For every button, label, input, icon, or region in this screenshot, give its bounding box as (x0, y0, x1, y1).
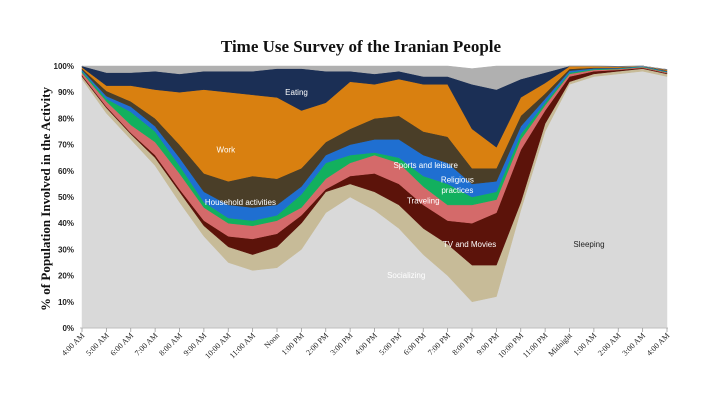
area-label-eating: Eating (285, 88, 308, 97)
y-tick-label: 20% (58, 272, 74, 281)
x-tick-label: 4:00 PM (353, 331, 379, 357)
x-tick-label: 1:00 AM (572, 331, 599, 358)
x-tick-label: 11:00 PM (521, 331, 550, 360)
x-tick-label: 3:00 AM (620, 331, 647, 358)
x-tick-label: 5:00 AM (84, 331, 111, 358)
area-label-practices: practices (441, 186, 473, 195)
x-tick-label: 4:00 AM (60, 331, 87, 358)
y-tick-label: 90% (58, 88, 74, 97)
y-tick-label: 10% (58, 298, 74, 307)
x-tick-label: 2:00 AM (596, 331, 623, 358)
y-tick-label: 80% (58, 114, 74, 123)
x-tick-label: 4:00 AM (645, 331, 672, 358)
area-labels: Eating Work Household activities Sports and… (205, 88, 605, 280)
area-other (81, 65, 668, 90)
x-tick-label: 3:00 PM (329, 331, 355, 357)
x-tick-label: 2:00 PM (304, 331, 330, 357)
chart-title: Time Use Survey of the Iranian People (220, 37, 502, 56)
x-tick-labels: 4:00 AM5:00 AM6:00 AM7:00 AM8:00 AM9:00 … (60, 328, 672, 361)
y-tick-label: 70% (58, 141, 74, 150)
area-label-sleeping: Sleeping (573, 240, 604, 249)
area-label-household-activities: Household activities (205, 198, 276, 207)
y-tick-label: 40% (58, 219, 74, 228)
area-layer (81, 65, 668, 329)
x-tick-label: 7:00 PM (426, 331, 452, 357)
x-tick-label: 8:00 PM (450, 331, 476, 357)
x-tick-label: 7:00 AM (133, 331, 160, 358)
area-label-tv-and-movies: TV and Movies (443, 240, 496, 249)
x-tick-label: 1:00 PM (280, 331, 306, 357)
y-tick-label: 50% (58, 193, 74, 202)
y-tick-labels: 0% 10% 20% 30% 40% 50% 60% 70% 80% 90% 100% (54, 62, 74, 333)
x-tick-label: 11:00 AM (228, 331, 257, 360)
x-tick-label: Midnight (546, 331, 574, 359)
x-tick-label: 8:00 AM (157, 331, 184, 358)
x-tick-label: Noon (262, 331, 281, 350)
x-tick-label: 6:00 PM (402, 331, 428, 357)
x-tick-label: 6:00 AM (109, 331, 136, 358)
y-axis-label: % of Population Involved in the Activity (38, 87, 53, 311)
x-tick-label: 10:00 PM (496, 331, 525, 360)
area-label-work: Work (217, 145, 237, 154)
area-label-sports-and-leisure: Sports and leisure (393, 161, 458, 170)
y-tick-label: 30% (58, 245, 74, 254)
y-tick-label: 100% (54, 62, 74, 71)
y-tick-label: 60% (58, 167, 74, 176)
x-tick-label: 10:00 AM (203, 331, 232, 360)
area-label-traveling: Traveling (407, 197, 440, 206)
y-tick-label: 0% (62, 324, 74, 333)
area-label-religious: Religious (441, 176, 474, 185)
area-label-socializing: Socializing (387, 271, 425, 280)
x-tick-label: 5:00 PM (377, 331, 403, 357)
